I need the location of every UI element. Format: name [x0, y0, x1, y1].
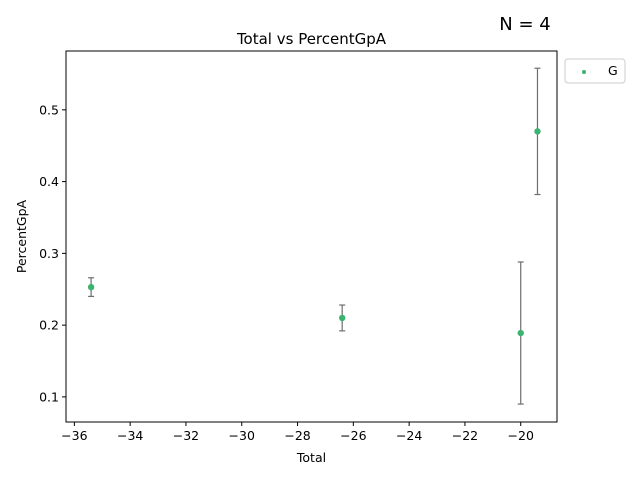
x-tick-label: −32 [173, 428, 199, 443]
y-tick-label: 0.5 [39, 102, 59, 117]
x-tick-label: −28 [284, 428, 310, 443]
plot-area [65, 50, 558, 423]
plot-frame [65, 50, 558, 423]
data-point [517, 329, 524, 337]
x-tick-label: −30 [229, 428, 255, 443]
x-tick-label: −22 [452, 428, 478, 443]
error-bars [88, 67, 541, 405]
x-tick-label: −34 [117, 428, 143, 443]
y-axis-label: PercentGpA [14, 199, 29, 273]
y-tick-label: 0.3 [39, 246, 59, 261]
legend-marker [582, 70, 586, 74]
data-point [338, 314, 346, 322]
y-tick-label: 0.1 [39, 389, 59, 404]
y-tick-label: 0.4 [39, 174, 59, 189]
sample-size-annotation: N = 4 [499, 14, 550, 35]
legend: G [564, 58, 626, 84]
data-point [534, 128, 541, 135]
chart-title: Total vs PercentGpA [236, 30, 387, 48]
x-tick-label: −24 [396, 428, 422, 443]
x-tick-label: −26 [340, 428, 366, 443]
data-point [87, 283, 95, 291]
x-axis-ticks: −36 −34 −32 −30 −28 −26 −24 −22 −20 [61, 422, 534, 443]
data-points [87, 128, 541, 337]
legend-box [564, 58, 626, 84]
legend-label-g: G [608, 63, 618, 78]
y-axis-ticks: 0.1 0.2 0.3 0.4 0.5 [39, 102, 66, 404]
y-tick-label: 0.2 [39, 318, 59, 333]
x-tick-label: −20 [508, 428, 534, 443]
x-tick-label: −36 [61, 428, 87, 443]
x-axis-label: Total [296, 450, 326, 465]
